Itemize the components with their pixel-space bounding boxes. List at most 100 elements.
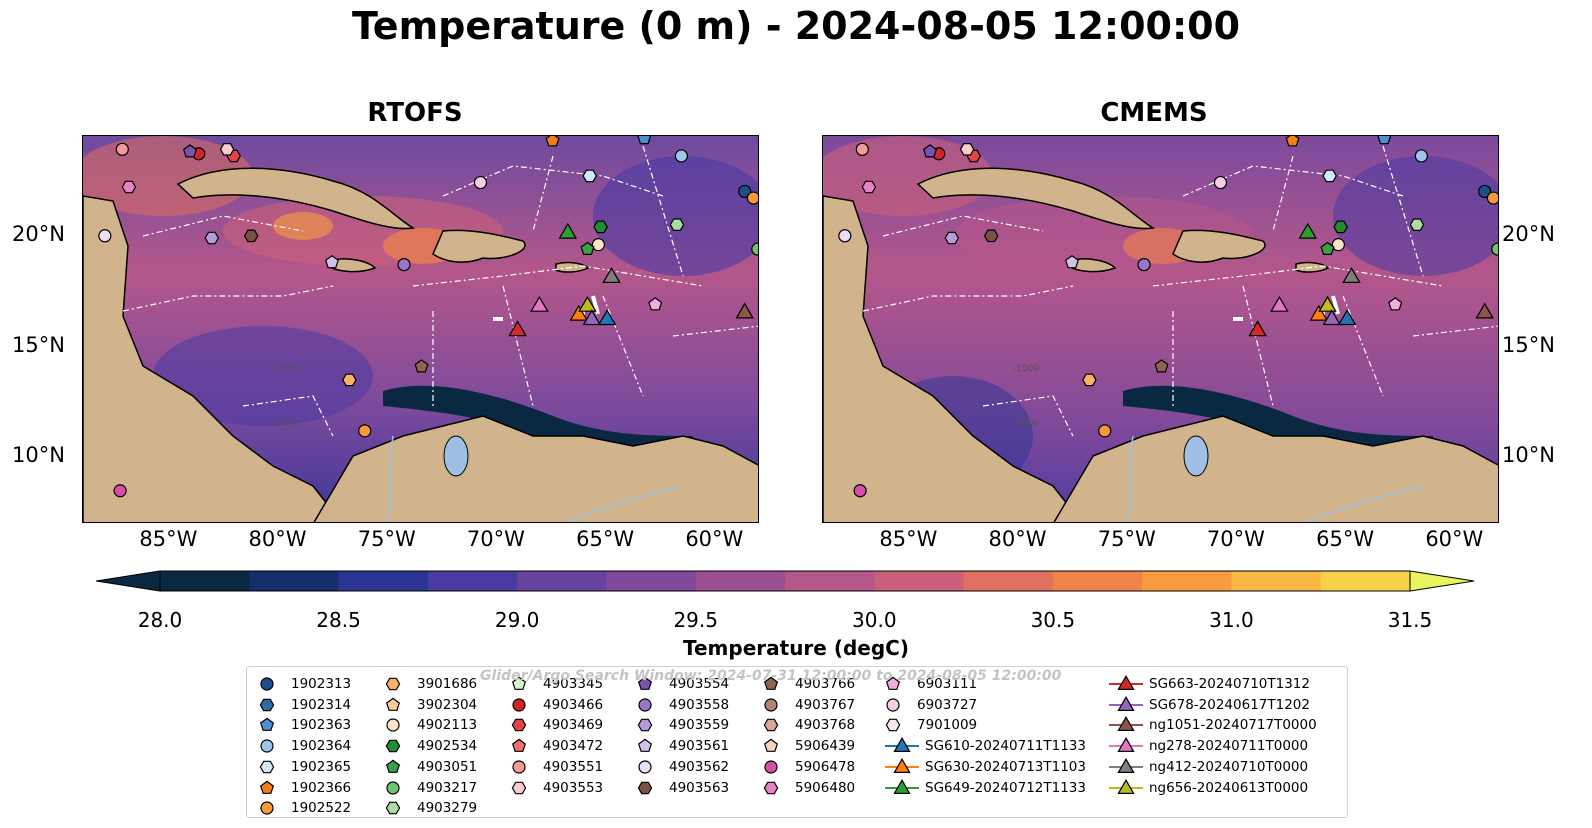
glider-marker[interactable] (1342, 267, 1361, 283)
legend-float-symbol[interactable] (385, 739, 401, 753)
glider-marker[interactable] (508, 320, 527, 337)
glider-marker[interactable] (558, 222, 578, 239)
argo-float-marker[interactable] (1320, 241, 1335, 256)
argo-float-marker[interactable] (545, 136, 560, 147)
argo-float-marker[interactable] (397, 257, 411, 272)
glider-marker[interactable] (582, 309, 602, 326)
argo-float-marker[interactable] (674, 149, 688, 163)
legend-float-symbol[interactable] (260, 739, 274, 753)
legend-glider-symbol[interactable] (1117, 737, 1135, 753)
legend-float-symbol[interactable] (385, 677, 401, 691)
glider-marker[interactable] (1248, 320, 1267, 337)
legend-float-symbol[interactable] (764, 698, 778, 712)
argo-float-marker[interactable] (324, 255, 339, 269)
legend-glider-symbol[interactable] (893, 757, 911, 773)
argo-float-marker[interactable] (1409, 218, 1425, 232)
legend-float-symbol[interactable] (259, 698, 275, 711)
argo-float-marker[interactable] (838, 229, 852, 243)
legend-float-symbol[interactable] (260, 677, 274, 691)
legend-glider-symbol[interactable] (1117, 695, 1135, 711)
argo-float-marker[interactable] (1098, 424, 1112, 438)
legend-glider-symbol[interactable] (1117, 778, 1135, 794)
legend-float-symbol[interactable] (259, 780, 275, 794)
legend-float-symbol[interactable] (763, 781, 779, 794)
legend-glider-symbol[interactable] (893, 778, 911, 794)
argo-float-marker[interactable] (121, 180, 137, 194)
argo-float-marker[interactable] (182, 144, 198, 158)
legend-glider-symbol[interactable] (893, 737, 911, 753)
argo-float-marker[interactable] (983, 229, 999, 243)
argo-float-marker[interactable] (115, 142, 129, 156)
glider-marker[interactable] (530, 295, 549, 312)
argo-float-marker[interactable] (922, 144, 938, 158)
glider-marker[interactable] (1298, 222, 1318, 239)
argo-float-marker[interactable] (637, 136, 652, 145)
argo-float-marker[interactable] (669, 218, 685, 232)
glider-marker[interactable] (602, 267, 621, 283)
legend-float-symbol[interactable] (511, 781, 527, 794)
argo-float-marker[interactable] (1331, 238, 1345, 252)
argo-float-marker[interactable] (1082, 373, 1097, 387)
glider-marker[interactable] (1309, 304, 1328, 321)
legend-float-symbol[interactable] (512, 760, 526, 774)
argo-float-marker[interactable] (738, 184, 752, 199)
legend-float-symbol[interactable] (385, 759, 401, 773)
legend-float-symbol[interactable] (763, 676, 779, 690)
argo-float-marker[interactable] (243, 229, 259, 243)
argo-float-marker[interactable] (959, 142, 975, 156)
argo-float-marker[interactable] (1491, 242, 1499, 256)
legend-float-symbol[interactable] (763, 738, 779, 752)
legend-float-symbol[interactable] (259, 760, 275, 774)
glider-marker[interactable] (578, 295, 597, 312)
argo-float-marker[interactable] (855, 142, 869, 156)
legend-float-symbol[interactable] (512, 698, 526, 712)
legend-glider-symbol[interactable] (1117, 675, 1135, 690)
argo-float-marker[interactable] (1377, 136, 1392, 145)
glider-marker[interactable] (569, 304, 588, 321)
glider-marker[interactable] (1318, 295, 1337, 312)
argo-float-marker[interactable] (580, 241, 595, 256)
argo-float-marker[interactable] (944, 231, 960, 245)
argo-float-marker[interactable] (861, 180, 877, 194)
argo-float-marker[interactable] (1322, 169, 1337, 183)
argo-float-marker[interactable] (1388, 297, 1403, 311)
argo-float-marker[interactable] (358, 424, 372, 438)
legend-float-symbol[interactable] (386, 718, 400, 732)
argo-float-marker[interactable] (751, 242, 759, 256)
legend-float-symbol[interactable] (385, 801, 401, 815)
legend-glider-symbol[interactable] (1117, 716, 1135, 732)
argo-float-marker[interactable] (648, 297, 663, 311)
legend-float-symbol[interactable] (259, 718, 275, 732)
argo-float-marker[interactable] (342, 373, 357, 387)
argo-float-marker[interactable] (591, 238, 605, 252)
argo-float-marker[interactable] (582, 169, 597, 183)
legend-float-symbol[interactable] (637, 781, 653, 794)
argo-float-marker[interactable] (1213, 175, 1228, 190)
argo-float-marker[interactable] (853, 484, 867, 498)
legend-float-symbol[interactable] (764, 760, 778, 774)
argo-float-marker[interactable] (473, 175, 488, 190)
legend-glider-symbol[interactable] (1117, 757, 1135, 773)
glider-marker[interactable] (1322, 309, 1342, 326)
legend-float-symbol[interactable] (386, 780, 400, 795)
glider-marker[interactable] (597, 309, 617, 326)
argo-float-marker[interactable] (1486, 191, 1499, 205)
argo-float-marker[interactable] (1285, 136, 1300, 147)
argo-float-marker[interactable] (1414, 149, 1428, 163)
argo-float-marker[interactable] (593, 220, 608, 234)
argo-float-marker[interactable] (1064, 255, 1079, 269)
legend-float-symbol[interactable] (511, 719, 527, 732)
argo-float-marker[interactable] (204, 231, 220, 245)
legend-float-symbol[interactable] (885, 676, 901, 690)
glider-marker[interactable] (1270, 295, 1289, 312)
glider-marker[interactable] (1475, 302, 1494, 319)
argo-float-marker[interactable] (219, 142, 235, 156)
argo-float-marker[interactable] (414, 359, 429, 373)
legend-float-symbol[interactable] (885, 719, 901, 732)
argo-float-marker[interactable] (113, 484, 127, 498)
glider-marker[interactable] (1337, 309, 1357, 326)
argo-float-marker[interactable] (746, 191, 759, 205)
map-panel-rtofs[interactable]: -1000 -1000 (82, 135, 759, 523)
glider-marker[interactable] (735, 302, 754, 319)
legend-float-symbol[interactable] (511, 676, 527, 690)
